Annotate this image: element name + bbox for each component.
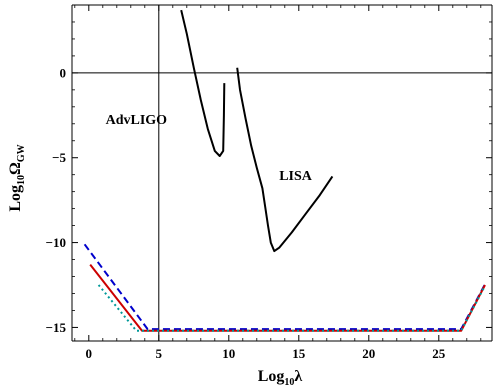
series-line-4 xyxy=(89,263,486,332)
x-tick-label: 0 xyxy=(86,346,93,361)
y-axis-title: Log10ΩGW xyxy=(7,144,27,211)
y-tick-label: −5 xyxy=(52,150,66,165)
annotation-advligo: AdvLIGO xyxy=(106,113,168,128)
y-axis-title-sub: 10 xyxy=(16,175,27,185)
y-tick-label: −10 xyxy=(46,235,66,250)
y-axis-title-var: Ω xyxy=(7,162,24,175)
x-tick-label: 25 xyxy=(432,346,446,361)
annotations: AdvLIGO LISA xyxy=(106,113,313,184)
y-axis-title-base: Log xyxy=(7,185,24,212)
x-tick-label: 5 xyxy=(156,346,163,361)
x-axis-title-var: λ xyxy=(294,368,302,385)
y-axis-title-var-sub: GW xyxy=(16,144,27,162)
y-tick-label: −15 xyxy=(46,320,67,335)
y-tick-label: 0 xyxy=(60,65,67,80)
x-axis-title-sub: 10 xyxy=(284,377,294,385)
series-line-3 xyxy=(83,243,488,331)
plot-frame xyxy=(71,4,493,342)
series-line-5 xyxy=(97,284,485,332)
reference-lines xyxy=(72,5,492,341)
x-tick-label: 20 xyxy=(362,346,375,361)
x-axis-title: Log10λ xyxy=(258,368,303,385)
x-tick-label: 15 xyxy=(292,346,306,361)
series-line-1 xyxy=(180,9,226,157)
tick-marks xyxy=(72,4,492,341)
tick-labels: 0 5 10 15 20 25 0 −5 −10 −15 xyxy=(46,65,446,361)
series-line-2 xyxy=(236,67,334,253)
series-group xyxy=(83,9,488,332)
x-axis-title-base: Log xyxy=(258,368,285,385)
x-tick-label: 10 xyxy=(222,346,235,361)
annotation-lisa: LISA xyxy=(279,169,313,184)
